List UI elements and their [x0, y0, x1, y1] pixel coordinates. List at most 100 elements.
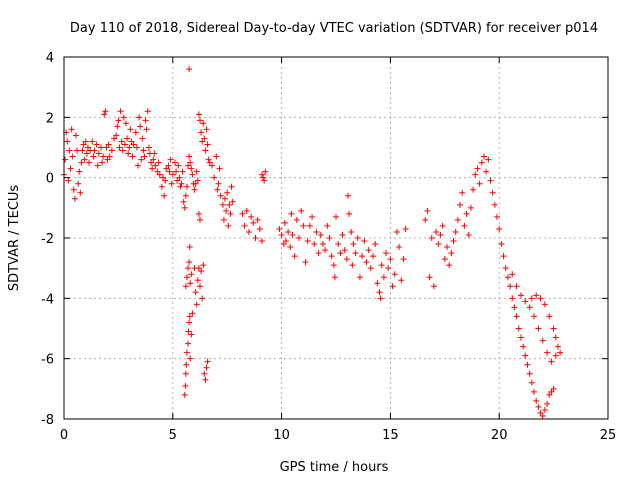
data-point [463, 210, 470, 217]
data-point [507, 283, 514, 290]
data-point [369, 253, 376, 260]
data-point [478, 159, 485, 166]
data-point [188, 331, 195, 338]
data-point [248, 213, 255, 220]
data-point [285, 228, 292, 235]
data-point [363, 259, 370, 266]
data-point [69, 153, 76, 160]
data-point [111, 135, 118, 142]
data-point [328, 253, 335, 260]
data-point [437, 231, 444, 238]
data-point [167, 156, 174, 163]
data-point [400, 256, 407, 263]
data-point [424, 207, 431, 214]
data-point [65, 177, 72, 184]
data-point [220, 216, 227, 223]
data-point [517, 334, 524, 341]
data-point [219, 201, 226, 208]
data-point [193, 301, 200, 308]
data-point [186, 244, 193, 251]
data-point [83, 150, 90, 157]
data-point [77, 189, 84, 196]
data-point [494, 213, 501, 220]
data-point [90, 153, 97, 160]
data-point [448, 250, 455, 257]
data-point [180, 198, 187, 205]
data-point [140, 147, 147, 154]
data-point [171, 159, 178, 166]
data-point [361, 238, 368, 245]
data-point [142, 117, 149, 124]
data-point [86, 159, 93, 166]
grid-lines [64, 57, 608, 419]
data-point [528, 379, 535, 386]
data-point [541, 301, 548, 308]
data-point [137, 123, 144, 130]
data-point [344, 192, 351, 199]
y-tick-label: 0 [46, 172, 54, 187]
data-point [306, 222, 313, 229]
data-point [161, 192, 168, 199]
data-point [531, 313, 538, 320]
data-point [537, 409, 544, 416]
data-point [80, 141, 87, 148]
x-axis-label: GPS time / hours [280, 460, 389, 475]
data-point [104, 156, 111, 163]
data-point [149, 165, 156, 172]
data-point [187, 280, 194, 287]
data-point [183, 349, 190, 356]
y-tick-label: 2 [46, 111, 54, 126]
data-point [524, 361, 531, 368]
data-point [544, 349, 551, 356]
data-point [252, 235, 259, 241]
chart-title: Day 110 of 2018, Sidereal Day-to-day VTE… [70, 21, 598, 36]
data-point [352, 250, 359, 257]
data-point [377, 295, 384, 302]
data-point [476, 180, 483, 187]
data-point [282, 238, 289, 245]
data-point [281, 219, 288, 226]
data-point [365, 247, 372, 254]
data-point [374, 280, 381, 287]
data-point [182, 192, 189, 199]
data-point [133, 144, 140, 151]
data-point [187, 355, 194, 362]
data-point [116, 144, 123, 151]
data-point [487, 177, 494, 184]
data-point [520, 343, 527, 350]
x-tick-label: 20 [491, 428, 508, 443]
data-point [115, 117, 122, 124]
data-point [422, 216, 429, 223]
data-point [152, 162, 159, 169]
data-point [541, 406, 548, 413]
data-point [181, 204, 188, 211]
data-point [552, 334, 559, 341]
data-point [74, 147, 81, 154]
data-point [544, 400, 551, 407]
data-point [186, 66, 193, 73]
data-point [322, 247, 329, 254]
data-point [302, 259, 309, 266]
y-tick-label: -6 [41, 353, 54, 368]
data-point [130, 141, 137, 148]
data-point [195, 111, 202, 118]
data-point [496, 225, 503, 232]
data-point [241, 222, 248, 229]
data-point [78, 159, 85, 166]
data-point [372, 241, 379, 248]
data-point [156, 171, 163, 178]
data-point [537, 295, 544, 302]
data-point [343, 256, 350, 263]
data-point [296, 235, 303, 241]
data-point [182, 370, 189, 377]
data-point [136, 114, 143, 121]
data-point [391, 271, 398, 278]
data-point [470, 186, 477, 193]
data-point [289, 231, 296, 238]
data-point [539, 412, 546, 419]
data-point [335, 241, 342, 248]
data-point [288, 210, 295, 217]
data-point [186, 319, 193, 326]
data-point [548, 358, 555, 365]
data-point [450, 238, 457, 245]
